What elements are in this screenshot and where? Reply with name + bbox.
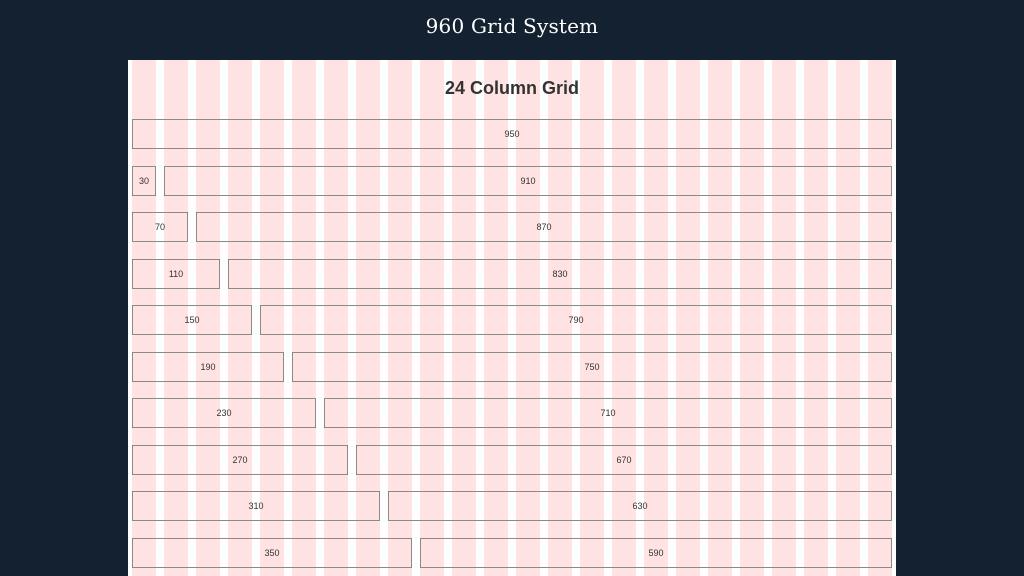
grid-box-750: 750	[292, 352, 892, 382]
grid-box-310: 310	[132, 491, 380, 521]
grid-heading: 24 Column Grid	[444, 78, 579, 98]
grid-box-110: 110	[132, 259, 220, 289]
grid-box-830: 830	[228, 259, 892, 289]
grid-box-790: 790	[260, 305, 892, 335]
grid-box-350: 350	[132, 538, 412, 568]
grid-box-590: 590	[420, 538, 892, 568]
grid-box-30: 30	[132, 166, 156, 196]
grid-box-630: 630	[388, 491, 892, 521]
grid-box-190: 190	[132, 352, 284, 382]
grid-box-870: 870	[196, 212, 892, 242]
grid-box-710: 710	[324, 398, 892, 428]
grid-box-70: 70	[132, 212, 188, 242]
grid-box-670: 670	[356, 445, 892, 475]
grid-box-270: 270	[132, 445, 348, 475]
grid-box-150: 150	[132, 305, 252, 335]
grid-box-910: 910	[164, 166, 892, 196]
page-title: 960 Grid System	[425, 14, 599, 38]
grid-box-950: 950	[132, 119, 892, 149]
grid-panel: 24 Column Grid 950 30 910 70 870 110 830 150 790…	[128, 60, 896, 576]
grid-box-230: 230	[132, 398, 316, 428]
